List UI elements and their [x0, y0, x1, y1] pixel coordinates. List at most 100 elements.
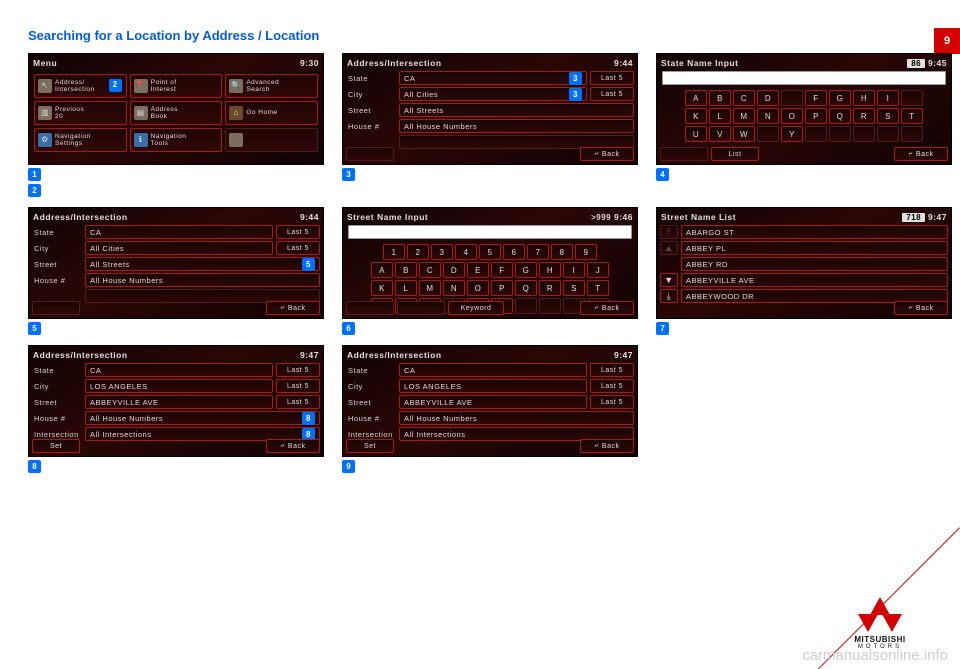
key[interactable]: C — [733, 90, 755, 106]
list-item[interactable]: ABBEY RD — [681, 257, 948, 271]
field-value[interactable]: LOS ANGELES — [85, 379, 273, 393]
back-button[interactable]: ⤶Back — [894, 301, 948, 315]
key[interactable]: 6 — [503, 244, 525, 260]
key[interactable]: Q — [829, 108, 851, 124]
key[interactable]: 9 — [575, 244, 597, 260]
menu-item[interactable]: ▥Previous 20 — [34, 101, 127, 125]
back-button[interactable]: ⤶Back — [266, 301, 320, 315]
last5-button[interactable]: Last 5 — [590, 379, 634, 393]
key[interactable]: J — [587, 262, 609, 278]
field-value[interactable]: All House Numbers8 — [85, 411, 320, 425]
key[interactable]: T — [587, 280, 609, 296]
text-input[interactable] — [662, 71, 946, 85]
field-value[interactable]: All Streets5 — [85, 257, 320, 271]
menu-item[interactable]: 📍Point of Interest — [130, 74, 223, 98]
key[interactable]: M — [733, 108, 755, 124]
key[interactable]: R — [853, 108, 875, 124]
key[interactable]: P — [805, 108, 827, 124]
menu-item[interactable]: ↖Address/ Intersection2 — [34, 74, 127, 98]
key[interactable]: K — [685, 108, 707, 124]
field-value[interactable]: All House Numbers — [85, 273, 320, 287]
key[interactable]: I — [563, 262, 585, 278]
key[interactable]: V — [709, 126, 731, 142]
field-value[interactable]: LOS ANGELES — [399, 379, 587, 393]
key[interactable]: S — [563, 280, 585, 296]
back-button[interactable]: ⤶Back — [580, 301, 634, 315]
field-value[interactable]: CA3 — [399, 71, 587, 85]
last5-button[interactable]: Last 5 — [590, 71, 634, 85]
key[interactable]: E — [467, 262, 489, 278]
key[interactable]: Y — [781, 126, 803, 142]
last5-button[interactable]: Last 5 — [276, 363, 320, 377]
last5-button[interactable]: Last 5 — [276, 241, 320, 255]
menu-item[interactable]: ▤Address Book — [130, 101, 223, 125]
last5-button[interactable]: Last 5 — [590, 87, 634, 101]
back-button[interactable]: ⤶Back — [580, 147, 634, 161]
last5-button[interactable]: Last 5 — [276, 225, 320, 239]
key[interactable]: D — [757, 90, 779, 106]
key[interactable]: G — [829, 90, 851, 106]
field-value[interactable]: All Streets — [399, 103, 634, 117]
key[interactable]: A — [685, 90, 707, 106]
key[interactable]: I — [877, 90, 899, 106]
menu-item[interactable]: 🔍Advanced Search — [225, 74, 318, 98]
key[interactable]: U — [685, 126, 707, 142]
key[interactable]: D — [443, 262, 465, 278]
set-button[interactable]: Set — [32, 439, 80, 453]
key[interactable]: B — [709, 90, 731, 106]
list-item[interactable]: ABARGO ST — [681, 225, 948, 239]
key[interactable]: B — [395, 262, 417, 278]
field-value[interactable]: ABBEYVILLE AVE — [85, 395, 273, 409]
key[interactable]: C — [419, 262, 441, 278]
key[interactable]: 2 — [407, 244, 429, 260]
field-value[interactable]: All House Numbers — [399, 119, 634, 133]
key[interactable]: F — [491, 262, 513, 278]
list-item[interactable]: ABBEYVILLE AVE — [681, 273, 948, 287]
key[interactable]: N — [757, 108, 779, 124]
last5-button[interactable]: Last 5 — [590, 395, 634, 409]
key[interactable]: S — [877, 108, 899, 124]
field-value[interactable]: CA — [399, 363, 587, 377]
back-button[interactable]: ⤶Back — [266, 439, 320, 453]
key[interactable]: A — [371, 262, 393, 278]
key[interactable]: 3 — [431, 244, 453, 260]
key[interactable]: G — [515, 262, 537, 278]
key[interactable]: P — [491, 280, 513, 296]
key[interactable]: W — [733, 126, 755, 142]
menu-item[interactable]: ⌂Go Home — [225, 101, 318, 125]
key[interactable]: L — [709, 108, 731, 124]
key[interactable]: R — [539, 280, 561, 296]
key[interactable]: M — [419, 280, 441, 296]
last5-button[interactable]: Last 5 — [276, 379, 320, 393]
key[interactable]: 5 — [479, 244, 501, 260]
key[interactable]: 7 — [527, 244, 549, 260]
key[interactable]: 1 — [383, 244, 405, 260]
text-input[interactable] — [348, 225, 632, 239]
key[interactable]: K — [371, 280, 393, 296]
key[interactable]: F — [805, 90, 827, 106]
list-button[interactable]: List — [711, 147, 759, 161]
key[interactable]: 8 — [551, 244, 573, 260]
key[interactable]: O — [781, 108, 803, 124]
keyword-button[interactable]: Keyword — [448, 301, 504, 315]
list-item[interactable]: ABBEY PL — [681, 241, 948, 255]
set-button[interactable]: Set — [346, 439, 394, 453]
key[interactable]: H — [853, 90, 875, 106]
field-value[interactable]: All House Numbers — [399, 411, 634, 425]
key[interactable]: H — [539, 262, 561, 278]
back-button[interactable]: ⤶Back — [894, 147, 948, 161]
menu-item[interactable]: ℹNavigation Tools — [130, 128, 223, 152]
field-value[interactable]: All Cities — [85, 241, 273, 255]
field-value[interactable]: CA — [85, 225, 273, 239]
key[interactable]: T — [901, 108, 923, 124]
key[interactable]: N — [443, 280, 465, 296]
field-value[interactable]: ABBEYVILLE AVE — [399, 395, 587, 409]
menu-item[interactable]: ⚙Navigation Settings — [34, 128, 127, 152]
back-button[interactable]: ⤶Back — [580, 439, 634, 453]
key[interactable]: L — [395, 280, 417, 296]
last5-button[interactable]: Last 5 — [276, 395, 320, 409]
key[interactable]: Q — [515, 280, 537, 296]
down-arrow-icon[interactable]: ▼ — [660, 273, 678, 287]
key[interactable]: O — [467, 280, 489, 296]
last5-button[interactable]: Last 5 — [590, 363, 634, 377]
